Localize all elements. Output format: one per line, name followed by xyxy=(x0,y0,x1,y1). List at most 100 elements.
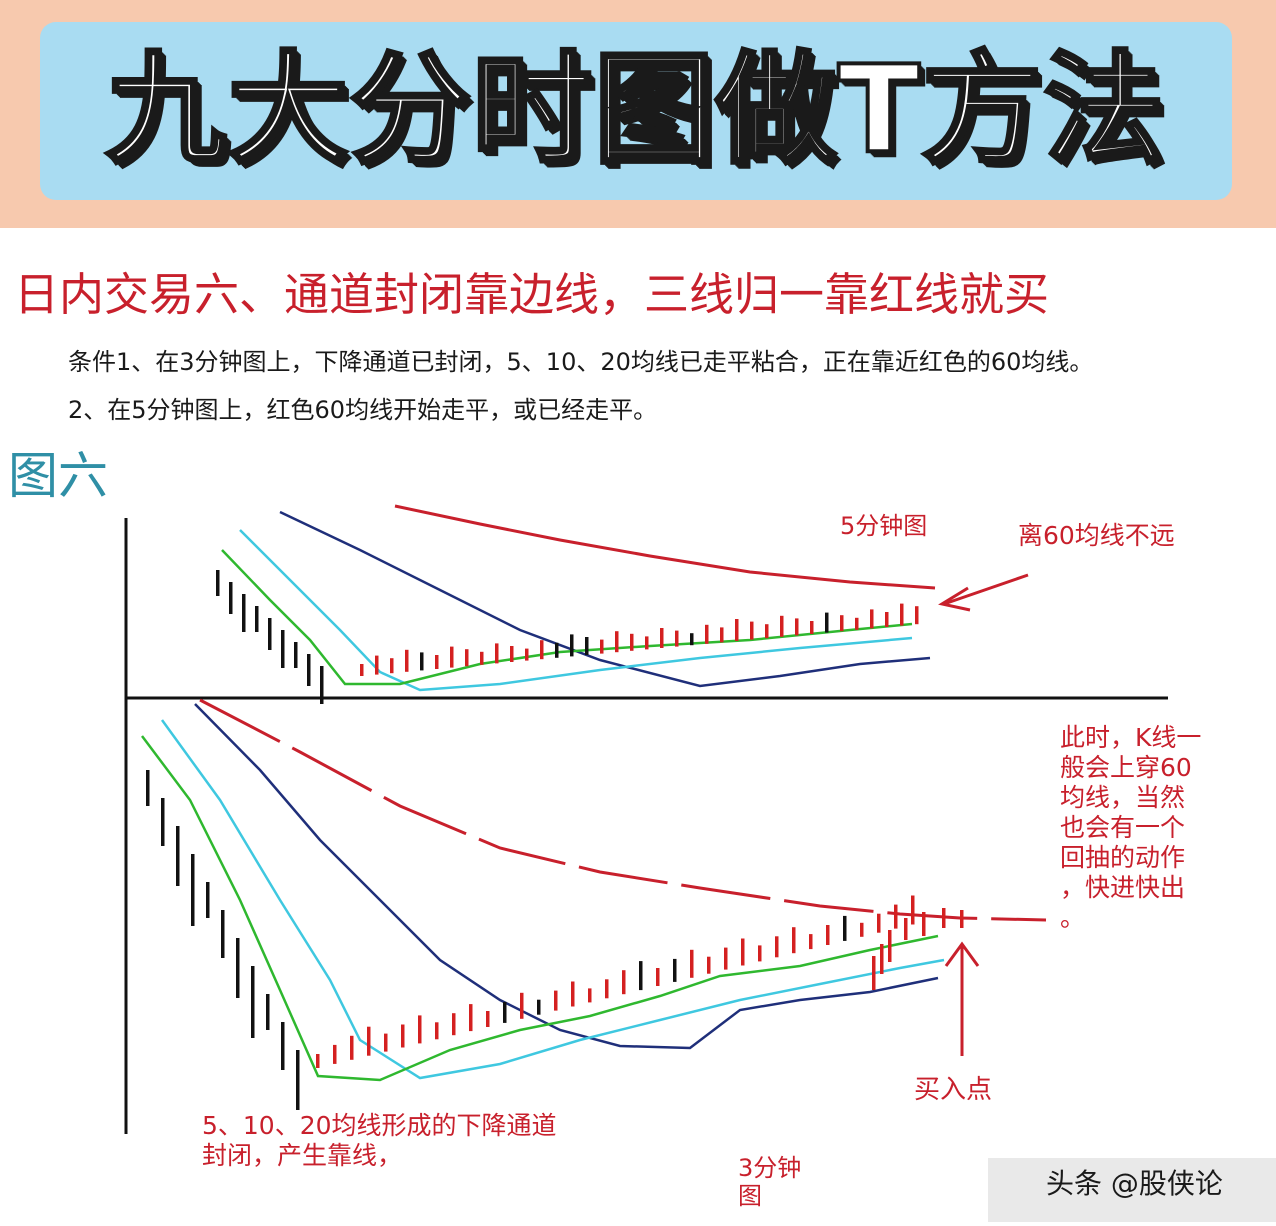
candle xyxy=(570,634,574,657)
candle xyxy=(600,639,604,654)
title-banner: 九大分时图做T方法 xyxy=(0,0,1276,228)
top-ma60-line xyxy=(394,504,936,590)
candle xyxy=(350,1035,354,1060)
candle xyxy=(720,627,724,643)
candle xyxy=(418,1015,422,1044)
candle xyxy=(588,988,592,1003)
candle xyxy=(904,918,908,940)
bottom-chart-title-line-2: 图 xyxy=(738,1182,762,1210)
figure-label: 图六 xyxy=(8,447,108,505)
candle xyxy=(320,666,324,704)
candle xyxy=(495,643,499,664)
candle xyxy=(615,631,619,653)
candle xyxy=(775,936,779,958)
title-banner-panel: 九大分时图做T方法 xyxy=(40,22,1232,200)
candle xyxy=(673,958,677,982)
candle xyxy=(405,649,409,672)
watermark-backdrop xyxy=(988,1158,1276,1222)
top-candles xyxy=(216,570,919,704)
candle xyxy=(585,637,589,655)
page-title: 九大分时图做T方法 xyxy=(104,39,1166,182)
candle xyxy=(469,1004,473,1032)
candle xyxy=(922,912,926,936)
candle xyxy=(872,956,876,990)
candle xyxy=(146,770,150,806)
side-note-line: 回抽的动作 xyxy=(1060,843,1185,872)
candle xyxy=(630,633,634,651)
bottom-candles xyxy=(146,770,964,1110)
top-chart-title: 5分钟图 xyxy=(840,512,927,540)
candle xyxy=(894,904,898,929)
candle xyxy=(555,642,559,658)
candle xyxy=(690,633,694,646)
candle xyxy=(525,648,529,661)
candle xyxy=(294,642,298,668)
candle xyxy=(384,1033,388,1052)
candle xyxy=(860,922,864,937)
candle xyxy=(645,636,649,650)
bottom-ma5-line xyxy=(141,735,939,1082)
candle xyxy=(877,913,881,933)
candle xyxy=(333,1044,337,1064)
candle xyxy=(741,938,745,966)
candle xyxy=(705,624,709,644)
candle xyxy=(206,882,210,918)
candle xyxy=(554,990,558,1011)
candle xyxy=(268,618,272,650)
candle xyxy=(191,854,195,926)
top-ma20-line xyxy=(279,510,931,688)
side-note-line: 此时，K线一 xyxy=(1060,723,1201,752)
candle xyxy=(825,612,829,633)
side-note-line: 。 xyxy=(1060,903,1085,932)
candle xyxy=(915,606,919,625)
bottom-note-line-2: 封闭，产生靠线， xyxy=(202,1141,402,1170)
candle xyxy=(960,910,964,928)
candle xyxy=(911,895,915,925)
candle xyxy=(810,621,814,634)
candle xyxy=(401,1024,405,1048)
candle xyxy=(795,618,799,636)
candle xyxy=(236,938,240,998)
candle xyxy=(840,615,844,632)
candle xyxy=(420,652,424,671)
condition-line-1: 条件1、在3分钟图上，下降通道已封闭，5、10、20均线已走平粘合，正在靠近红色… xyxy=(68,348,1094,376)
bottom-ma20-line xyxy=(194,703,939,1050)
candle xyxy=(307,654,311,686)
candle xyxy=(486,1011,490,1027)
candle xyxy=(735,619,739,641)
candle xyxy=(221,910,225,958)
candle xyxy=(435,1022,439,1040)
buy-point-arrow xyxy=(944,941,980,1056)
candle xyxy=(360,664,364,676)
candle xyxy=(375,655,379,675)
candle xyxy=(843,915,847,941)
candle xyxy=(605,979,609,999)
candle xyxy=(622,970,626,995)
candle xyxy=(942,908,946,928)
candle xyxy=(176,826,180,886)
top-panel: 5分钟图 离60均线不远 xyxy=(216,504,1175,704)
side-note-line: 均线，当然 xyxy=(1060,783,1185,812)
candle xyxy=(660,628,664,648)
watermark-text: 头条 @股侠论 xyxy=(1046,1167,1223,1200)
side-note-line: ，快进快出 xyxy=(1060,873,1185,902)
candle xyxy=(792,927,796,954)
top-ma10-line xyxy=(239,529,913,692)
candle xyxy=(465,649,469,667)
condition-line-2: 2、在5分钟图上，红色60均线开始走平，或已经走平。 xyxy=(68,396,658,424)
candle xyxy=(880,944,884,974)
section-subtitle: 日内交易六、通道封闭靠边线，三线归一靠红线就买 xyxy=(14,268,1050,321)
candle xyxy=(367,1026,371,1056)
candle xyxy=(251,966,255,1038)
top-arrow xyxy=(938,573,1029,612)
candle xyxy=(537,999,541,1015)
candle xyxy=(255,606,259,632)
candle xyxy=(520,992,524,1019)
candle xyxy=(281,1022,285,1070)
candle xyxy=(510,646,514,662)
candle xyxy=(885,612,889,627)
candle xyxy=(540,640,544,660)
